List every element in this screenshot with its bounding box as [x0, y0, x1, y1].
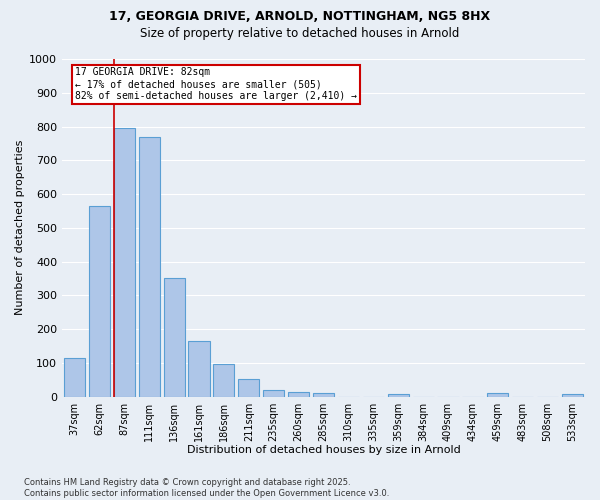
- Text: 17, GEORGIA DRIVE, ARNOLD, NOTTINGHAM, NG5 8HX: 17, GEORGIA DRIVE, ARNOLD, NOTTINGHAM, N…: [109, 10, 491, 23]
- Text: Size of property relative to detached houses in Arnold: Size of property relative to detached ho…: [140, 28, 460, 40]
- Bar: [139, 136, 160, 396]
- Bar: [238, 379, 259, 396]
- Bar: [64, 358, 85, 397]
- Bar: [114, 128, 135, 396]
- Text: 17 GEORGIA DRIVE: 82sqm
← 17% of detached houses are smaller (505)
82% of semi-d: 17 GEORGIA DRIVE: 82sqm ← 17% of detache…: [75, 68, 357, 100]
- Bar: [89, 206, 110, 396]
- Text: Contains HM Land Registry data © Crown copyright and database right 2025.
Contai: Contains HM Land Registry data © Crown c…: [24, 478, 389, 498]
- Bar: [313, 393, 334, 396]
- Bar: [487, 393, 508, 396]
- Bar: [263, 390, 284, 396]
- Bar: [288, 392, 309, 396]
- Y-axis label: Number of detached properties: Number of detached properties: [15, 140, 25, 316]
- Bar: [214, 364, 235, 396]
- X-axis label: Distribution of detached houses by size in Arnold: Distribution of detached houses by size …: [187, 445, 460, 455]
- Bar: [562, 394, 583, 396]
- Bar: [164, 278, 185, 396]
- Bar: [388, 394, 409, 396]
- Bar: [188, 341, 209, 396]
